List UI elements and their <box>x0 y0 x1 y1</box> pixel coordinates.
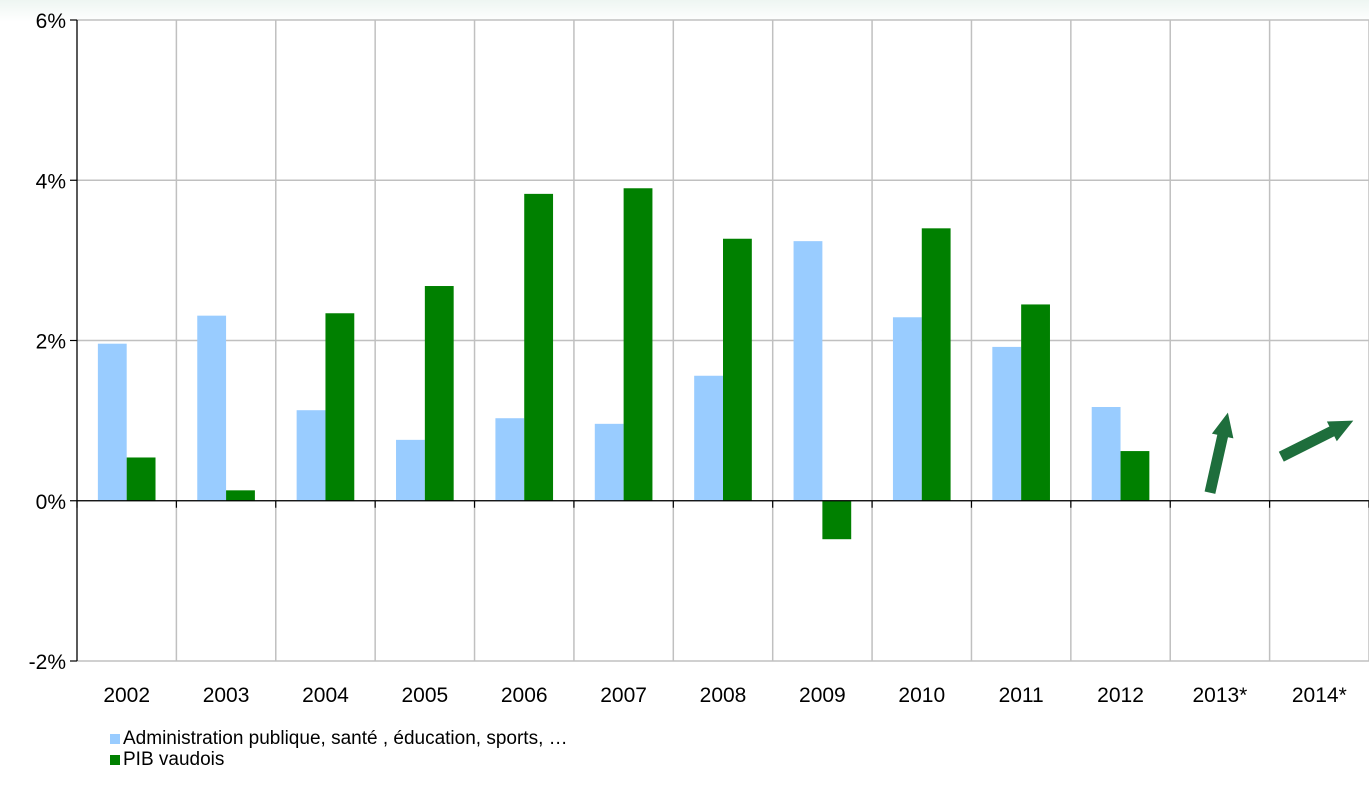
bar-series-2-2007 <box>623 188 653 501</box>
bar-series-1-2002 <box>97 343 127 501</box>
arrow-up-icon <box>1278 420 1354 462</box>
legend: Administration publique, santé , éducati… <box>110 728 568 770</box>
y-tick-label: 2% <box>36 331 66 354</box>
bar-series-1-2008 <box>694 375 723 501</box>
arrow-up-icon <box>1204 412 1234 494</box>
x-tick-labels: 2002 2003 2004 2005 2006 2007 2008 2009 2010 2011… <box>103 684 1346 707</box>
y-tick-label: 0% <box>36 491 66 514</box>
bar-series-2-2003 <box>226 490 255 501</box>
bar-series-1-2010 <box>892 317 922 501</box>
bar-series-2-2010 <box>921 228 951 501</box>
bar-series-2-2002 <box>126 457 156 501</box>
y-tick-label: 6% <box>36 10 66 33</box>
bar-series-2-2005 <box>424 286 454 501</box>
axes <box>70 19 1369 662</box>
gridlines <box>77 19 1369 662</box>
legend-item-series-1: Administration publique, santé , éducati… <box>110 728 568 749</box>
bar-chart: 6% 4% 2% 0% -2% 2002 2003 2004 2005 2006 2007 2008… <box>29 10 1369 707</box>
x-tick-label: 2014* <box>1292 684 1347 707</box>
y-tick-label: -2% <box>29 651 66 674</box>
x-tick-label: 2006 <box>501 684 548 707</box>
legend-swatch-series-2 <box>110 754 120 765</box>
bars <box>97 188 1150 540</box>
x-tick-label: 2007 <box>600 684 647 707</box>
bar-series-1-2009 <box>793 241 823 501</box>
bar-series-1-2005 <box>396 439 425 501</box>
x-tick-label: 2008 <box>700 684 747 707</box>
bar-series-2-2009 <box>822 500 852 540</box>
legend-label-series-1: Administration publique, santé , éducati… <box>123 728 568 749</box>
bar-series-1-2012 <box>1091 407 1121 501</box>
x-tick-label: 2003 <box>203 684 250 707</box>
x-tick-label: 2009 <box>799 684 846 707</box>
x-tick-label: 2011 <box>999 684 1044 707</box>
x-tick-label: 2012 <box>1097 684 1144 707</box>
x-tick-label: 2013* <box>1192 684 1247 707</box>
legend-swatch-series-1 <box>110 733 120 744</box>
bar-series-1-2007 <box>594 423 624 501</box>
legend-label-series-2: PIB vaudois <box>123 749 225 770</box>
y-tick-label: 4% <box>36 170 66 193</box>
bar-series-1-2011 <box>992 346 1022 501</box>
bar-series-2-2004 <box>325 313 355 501</box>
y-tick-labels: 6% 4% 2% 0% -2% <box>29 10 66 674</box>
bar-series-2-2011 <box>1021 304 1050 501</box>
x-tick-label: 2010 <box>898 684 945 707</box>
legend-item-series-2: PIB vaudois <box>110 749 568 770</box>
x-tick-label: 2002 <box>103 684 150 707</box>
x-tick-label: 2004 <box>302 684 349 707</box>
bar-series-2-2012 <box>1120 451 1150 501</box>
bar-series-2-2008 <box>723 238 752 501</box>
x-tick-label: 2005 <box>401 684 448 707</box>
forecast-arrows <box>1204 412 1354 494</box>
bar-series-1-2006 <box>495 418 525 501</box>
bar-series-1-2003 <box>197 315 227 501</box>
bar-series-2-2006 <box>524 193 554 501</box>
bar-series-1-2004 <box>296 410 326 501</box>
